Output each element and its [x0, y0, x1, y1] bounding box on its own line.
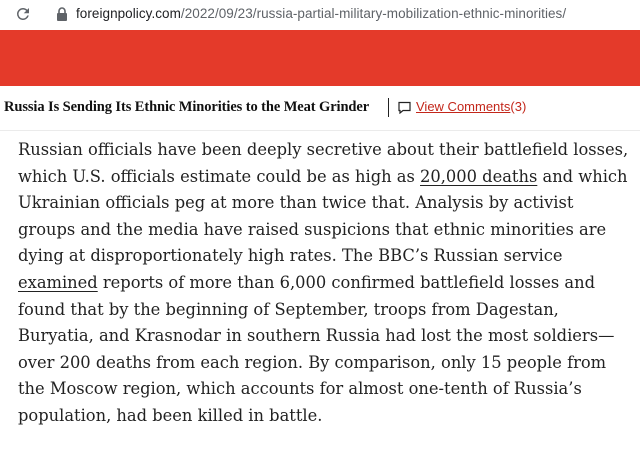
article-headline: Russia Is Sending Its Ethnic Minorities … — [4, 99, 370, 115]
url-domain: foreignpolicy.com — [76, 6, 181, 21]
url-path: /2022/09/23/russia-partial-military-mobi… — [180, 6, 567, 21]
comment-icon[interactable] — [398, 101, 411, 114]
view-comments-link[interactable]: View Comments(3) — [416, 99, 526, 114]
view-comments-label[interactable]: View Comments — [416, 99, 511, 114]
browser-address-bar: foreignpolicy.com/2022/09/23/russia-part… — [0, 0, 640, 31]
link-20000-deaths[interactable]: 20,000 deaths — [420, 166, 538, 186]
comments-count: (3) — [510, 99, 527, 114]
paragraph-text-3: reports of more than 6,000 confirmed bat… — [18, 272, 615, 425]
article-paragraph: Russian officials have been deeply secre… — [18, 137, 634, 430]
paragraph-text-1: Russian officials have been deeply secre… — [18, 140, 629, 186]
site-top-banner — [0, 30, 640, 86]
paragraph-text-2: and which Ukrainian officials peg at mor… — [18, 166, 628, 266]
url-field[interactable]: foreignpolicy.com/2022/09/23/russia-part… — [76, 6, 566, 21]
reload-icon[interactable] — [14, 5, 32, 23]
article-sticky-header: Russia Is Sending Its Ethnic Minorities … — [0, 86, 640, 131]
link-examined[interactable]: examined — [18, 272, 98, 292]
lock-icon[interactable] — [56, 7, 68, 21]
header-divider — [388, 98, 389, 117]
